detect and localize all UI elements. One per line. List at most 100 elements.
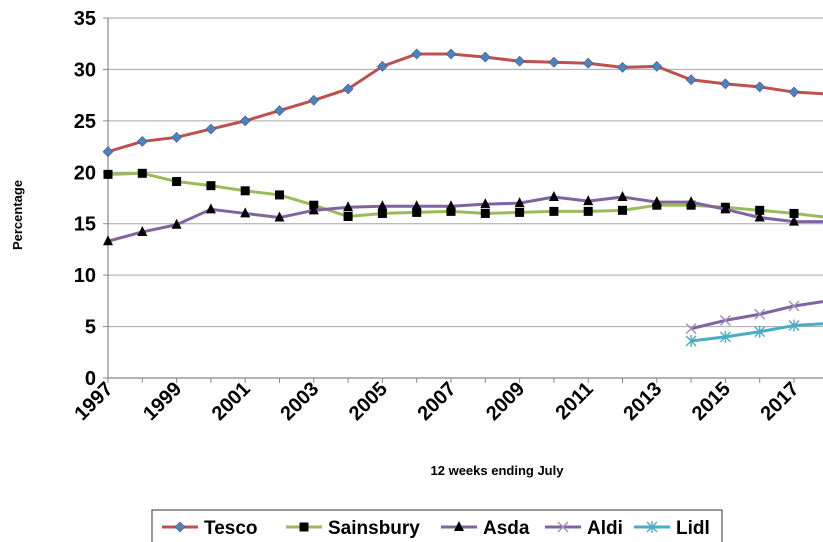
data-point <box>479 51 491 63</box>
data-point <box>651 60 663 72</box>
x-tick-label: 2009 <box>482 378 529 425</box>
data-point <box>548 56 560 68</box>
x-axis-title: 12 weeks ending July <box>431 463 565 478</box>
axes <box>107 18 823 379</box>
data-point <box>646 521 658 533</box>
series-line <box>107 195 823 243</box>
x-tick-label: 2007 <box>414 378 461 425</box>
data-point <box>411 200 422 211</box>
series-tesco <box>102 48 823 158</box>
data-point <box>445 48 457 60</box>
data-point <box>102 146 114 158</box>
x-tick-label: 2011 <box>551 378 597 424</box>
data-point <box>685 334 697 347</box>
data-point-stroke <box>685 323 697 335</box>
data-point <box>685 74 697 86</box>
data-point <box>137 168 147 178</box>
data-point <box>376 60 388 72</box>
y-tick-label: 5 <box>85 317 96 339</box>
x-tick-label: 2003 <box>276 378 323 425</box>
data-point <box>446 200 456 211</box>
x-tick-label: 2001 <box>208 378 255 425</box>
data-point <box>274 105 285 116</box>
data-point <box>788 319 800 332</box>
series-aldi <box>685 300 823 335</box>
data-point <box>137 225 148 236</box>
data-point <box>617 190 628 201</box>
data-point <box>308 94 320 106</box>
x-tick-label: 2005 <box>345 378 392 425</box>
data-point <box>788 300 800 312</box>
data-point <box>720 203 731 214</box>
gridlines <box>108 17 823 328</box>
legend-label: Tesco <box>204 518 258 539</box>
legend-item-tesco: Tesco <box>162 518 258 539</box>
x-tick-label: 2013 <box>619 378 666 425</box>
series-lidl <box>685 319 823 347</box>
data-point <box>446 206 456 216</box>
data-point <box>755 205 765 215</box>
legend-label: Lidl <box>676 518 710 539</box>
data-point <box>557 521 569 533</box>
data-point <box>454 521 464 531</box>
data-point <box>412 207 422 217</box>
data-point <box>583 195 594 206</box>
data-point <box>651 196 662 207</box>
x-tick-label: 1997 <box>71 378 118 425</box>
y-tick-label: 25 <box>74 111 96 133</box>
data-point <box>171 218 182 229</box>
x-tick-labels: 1997 1999 2001 2003 2005 2007 2009 2011 2013 2015… <box>71 378 804 425</box>
data-point <box>719 314 731 326</box>
y-tick-label: 0 <box>85 368 96 390</box>
data-point <box>789 215 799 226</box>
data-point <box>136 136 148 147</box>
data-point <box>103 235 113 246</box>
data-point <box>754 325 766 338</box>
legend-item-lidl: Lidl <box>634 518 710 539</box>
legend-item-asda: Asda <box>441 518 530 539</box>
data-point <box>342 83 354 95</box>
data-point <box>514 197 525 208</box>
data-point <box>480 208 490 218</box>
data-point <box>377 200 388 211</box>
data-point <box>275 190 284 200</box>
data-point-stroke <box>754 308 766 320</box>
data-point <box>411 48 423 60</box>
y-tick-label: 35 <box>74 8 96 30</box>
plot-area <box>102 48 823 347</box>
series-asda <box>103 190 823 246</box>
data-point <box>377 208 387 218</box>
data-point <box>239 115 251 127</box>
data-point <box>515 207 525 217</box>
x-tick-label: 2017 <box>757 378 804 425</box>
y-tick-label: 15 <box>74 214 96 236</box>
legend-box <box>151 509 723 542</box>
data-point <box>299 522 309 532</box>
y-tick-label: 20 <box>74 162 96 184</box>
data-point <box>480 198 491 209</box>
data-point <box>719 330 731 343</box>
data-point <box>549 206 559 216</box>
data-point <box>686 196 697 207</box>
data-point <box>719 78 731 90</box>
data-point <box>583 206 593 216</box>
data-point-stroke <box>788 300 800 312</box>
data-point <box>206 181 216 191</box>
data-point <box>174 521 186 533</box>
data-point <box>343 201 354 212</box>
legend: Tesco Sainsbury Asda Aldi Lidl <box>151 509 723 542</box>
data-point <box>582 57 594 69</box>
y-tick-labels: 0 5 10 15 20 25 30 35 <box>74 8 108 390</box>
data-point <box>274 211 285 222</box>
data-point <box>205 123 217 135</box>
data-point-stroke <box>557 521 569 533</box>
data-point <box>754 211 765 222</box>
x-tick-label: 1999 <box>139 378 186 425</box>
data-point-stroke <box>719 314 731 326</box>
data-point <box>103 169 113 179</box>
data-point <box>205 203 216 214</box>
data-point <box>617 61 628 73</box>
data-point <box>789 208 799 218</box>
data-point <box>240 207 251 218</box>
